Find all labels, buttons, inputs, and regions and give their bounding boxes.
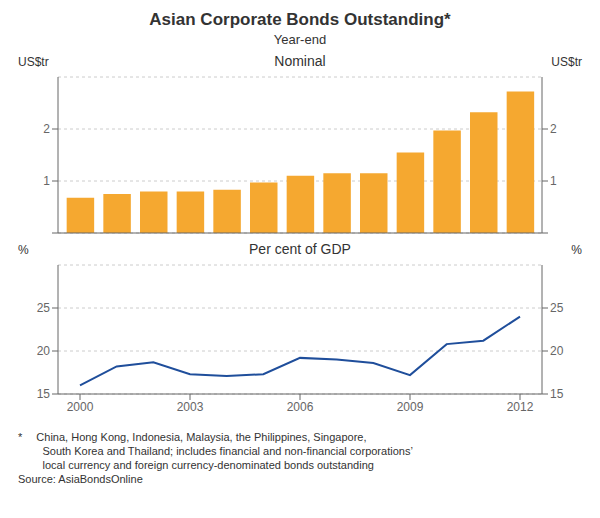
html-text:Year-end: Year-end — [273, 32, 327, 47]
html-text:South Korea and Thailand; incl: South Korea and Thailand; includes finan… — [18, 445, 413, 457]
svg-text:15: 15 — [550, 387, 564, 401]
html-text:Nominal: Nominal — [274, 53, 326, 69]
svg-text:2000: 2000 — [67, 400, 94, 414]
svg-text:20: 20 — [37, 344, 51, 358]
html-text:Per cent of GDP: Per cent of GDP — [249, 241, 351, 257]
svg-text:2: 2 — [550, 122, 557, 136]
html-text:US$tr: US$tr — [18, 55, 49, 69]
html-text:US$tr: US$tr — [551, 55, 582, 69]
svg-text:2012: 2012 — [507, 400, 534, 414]
svg-text:2003: 2003 — [177, 400, 204, 414]
svg-text:25: 25 — [37, 301, 51, 315]
html-text:Source: AsiaBondsOnline: Source: AsiaBondsOnline — [18, 473, 143, 485]
svg-text:2009: 2009 — [397, 400, 424, 414]
svg-text:1: 1 — [550, 174, 557, 188]
html-text:* China, Hong Kong, Indonesia,: * China, Hong Kong, Indonesia, Malaysia,… — [18, 431, 367, 443]
svg-text:20: 20 — [550, 344, 564, 358]
svg-text:2: 2 — [43, 122, 50, 136]
html-text:local currency and foreign cur: local currency and foreign currency-deno… — [18, 459, 374, 471]
svg-text:25: 25 — [550, 301, 564, 315]
svg-text:2006: 2006 — [287, 400, 314, 414]
svg-text:1: 1 — [43, 174, 50, 188]
html-text:Asian Corporate Bonds Outstand: Asian Corporate Bonds Outstanding* — [149, 10, 451, 29]
svg-text:15: 15 — [37, 387, 51, 401]
